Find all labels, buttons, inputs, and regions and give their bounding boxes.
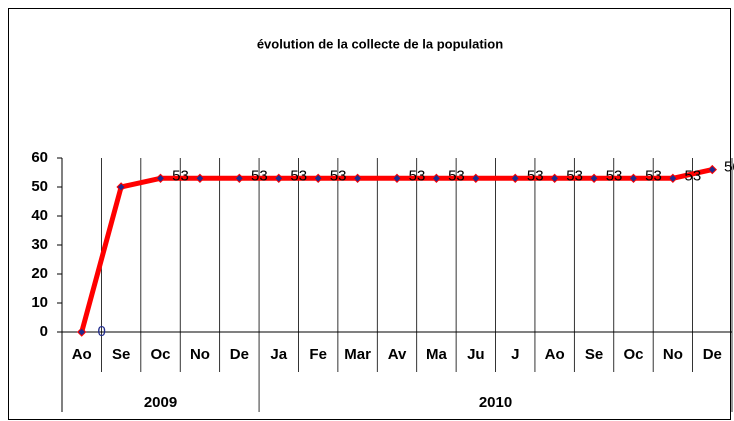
group-label: 2009 xyxy=(144,394,177,411)
data-marker xyxy=(116,182,126,192)
data-label: 56 xyxy=(724,159,734,176)
x-tick-label: Ma xyxy=(426,346,447,363)
x-tick-label: Ju xyxy=(467,346,485,363)
data-label: 0 xyxy=(98,323,106,340)
x-tick-label: De xyxy=(703,346,722,363)
x-tick-label: J xyxy=(511,346,519,363)
y-tick-label: 30 xyxy=(31,236,48,253)
y-tick-label: 50 xyxy=(31,178,48,195)
data-marker xyxy=(195,173,205,184)
chart-frame xyxy=(8,8,731,420)
x-tick-label: Mar xyxy=(344,346,371,363)
data-marker xyxy=(471,173,481,184)
x-tick-label: Ao xyxy=(545,346,565,363)
data-marker xyxy=(313,173,323,184)
x-tick-label: Oc xyxy=(623,346,643,363)
data-label: 53 xyxy=(251,167,268,184)
data-marker xyxy=(234,173,245,184)
data-marker xyxy=(352,173,363,184)
data-marker xyxy=(392,173,402,184)
data-label: 53 xyxy=(172,167,189,184)
data-marker xyxy=(549,173,560,184)
y-tick-label: 20 xyxy=(31,265,48,282)
data-marker xyxy=(707,164,718,175)
data-marker xyxy=(274,173,284,184)
y-tick-label: 40 xyxy=(31,207,48,224)
data-marker xyxy=(76,327,87,337)
chart-title: évolution de la collecte de la populatio… xyxy=(257,36,503,51)
x-tick-label: De xyxy=(230,346,249,363)
x-tick-label: Ao xyxy=(72,346,92,363)
data-label: 53 xyxy=(566,167,583,184)
data-label: 53 xyxy=(527,167,544,184)
y-tick-label: 0 xyxy=(40,323,48,340)
y-tick-label: 10 xyxy=(31,294,48,311)
x-tick-label: Se xyxy=(585,346,603,363)
data-label: 53 xyxy=(409,167,426,184)
data-label: 53 xyxy=(330,167,347,184)
data-label: 53 xyxy=(606,167,623,184)
data-marker xyxy=(431,173,442,184)
y-tick-label: 60 xyxy=(31,149,48,166)
x-tick-label: No xyxy=(663,346,683,363)
data-label: 53 xyxy=(645,167,662,184)
x-tick-label: No xyxy=(190,346,210,363)
data-marker xyxy=(155,173,166,184)
x-tick-label: Se xyxy=(112,346,130,363)
data-marker xyxy=(589,173,599,184)
data-label: 53 xyxy=(685,167,702,184)
group-label: 2010 xyxy=(479,394,512,411)
data-marker xyxy=(510,173,520,184)
x-tick-label: Ja xyxy=(270,346,287,363)
data-label: 53 xyxy=(290,167,307,184)
x-tick-label: Oc xyxy=(151,346,171,363)
data-marker xyxy=(668,173,678,184)
x-tick-label: Fe xyxy=(309,346,327,363)
data-marker xyxy=(628,173,639,184)
data-label: 53 xyxy=(448,167,465,184)
x-tick-label: Av xyxy=(388,346,407,363)
